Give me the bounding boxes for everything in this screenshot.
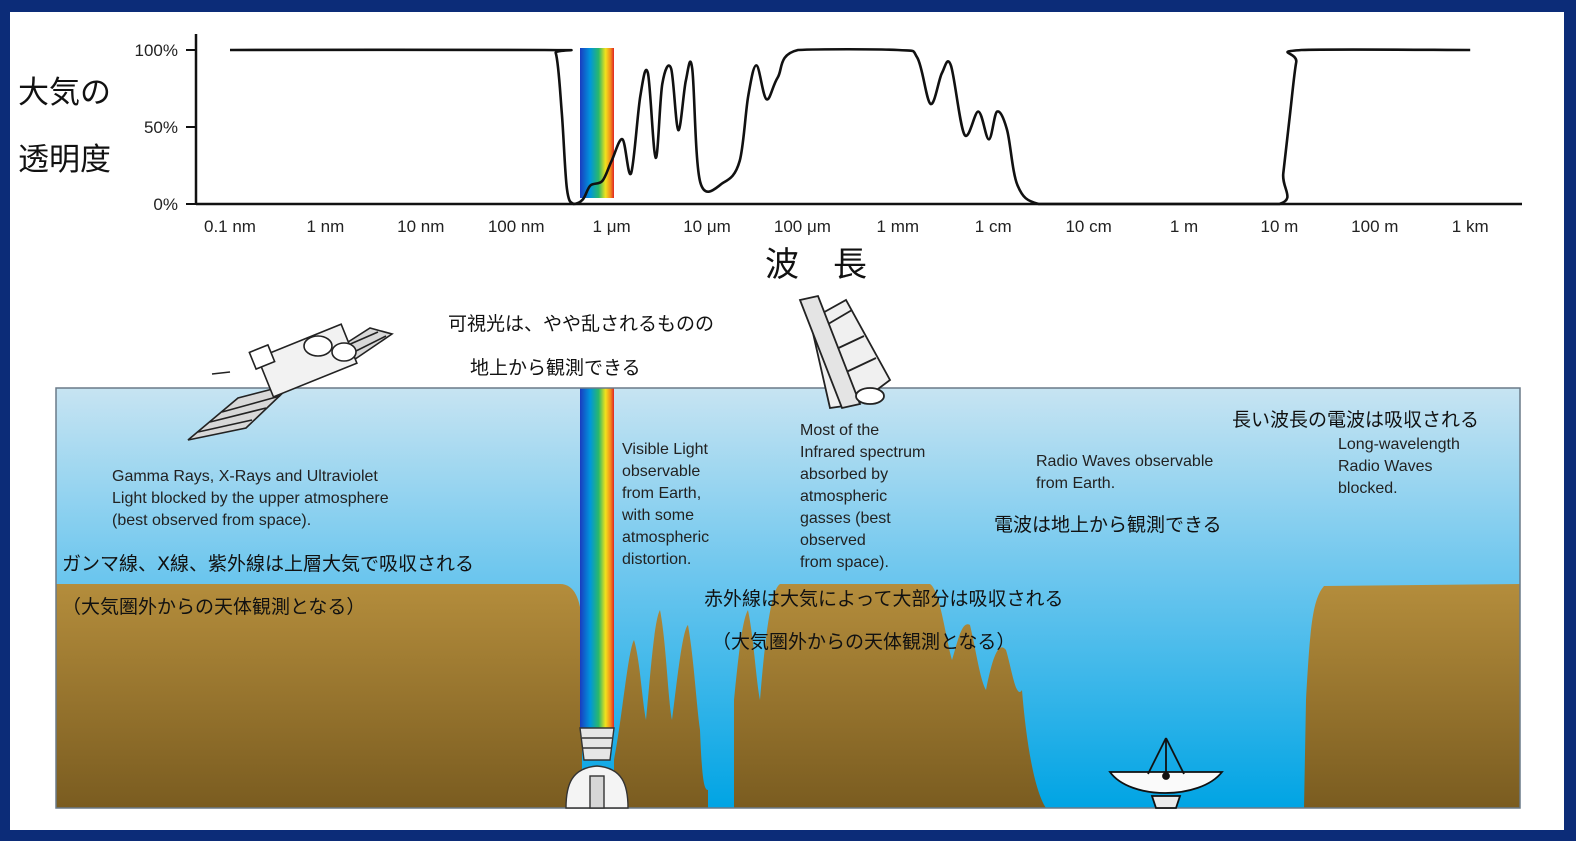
y-axis-label-line1: 大気の [18, 75, 111, 111]
infrared-en-line-1: Most of the [800, 422, 879, 439]
gamma-caption-en: Gamma Rays, X-Rays and Ultraviolet Light… [112, 468, 393, 529]
radio-en-line-2: from Earth. [1036, 475, 1115, 492]
x-tick-label: 1 mm [877, 217, 920, 236]
x-tick-label: 10 m [1261, 217, 1299, 236]
infrared-en-line-7: from space). [800, 554, 889, 571]
long-wave-caption-jp: 長い波長の電波は吸収される [1232, 409, 1479, 431]
visible-en-line-5: atmospheric [622, 529, 709, 546]
radio-dish-icon [1108, 737, 1224, 809]
infrared-caption-en: Most of the Infrared spectrum absorbed b… [800, 422, 930, 571]
diagram-panel: 0.1 nm 1 nm 10 nm 100 nm 1 μm 10 μm 100 μm 1 mm… [10, 12, 1564, 830]
visible-en-line-1: Visible Light [622, 441, 709, 458]
x-tick-label: 10 cm [1065, 217, 1111, 236]
long-en-line-3: blocked. [1338, 480, 1398, 497]
x-tick-label: 1 m [1170, 217, 1198, 236]
gamma-en-line-1: Gamma Rays, X-Rays and Ultraviolet [112, 468, 378, 485]
x-tick-label: 100 μm [774, 217, 831, 236]
x-tick-label: 1 nm [307, 217, 345, 236]
visible-caption-jp-1: 可視光は、やや乱されるものの [448, 313, 714, 335]
visible-en-line-2: observable [622, 463, 700, 480]
infrared-en-line-4: atmospheric [800, 488, 887, 505]
infrared-caption-jp-1: 赤外線は大気によって大部分は吸収される [704, 588, 1063, 610]
y-axis-label-line2: 透明度 [18, 142, 111, 178]
infrared-en-line-6: observed [800, 532, 866, 549]
infrared-en-line-2: Infrared spectrum [800, 444, 925, 461]
x-tick-label: 10 nm [397, 217, 444, 236]
x-tick-label: 1 μm [593, 217, 631, 236]
visible-en-line-6: distortion. [622, 551, 691, 568]
x-axis-label: 波 長 [765, 245, 867, 285]
gamma-en-line-2: Light blocked by the upper atmosphere [112, 490, 389, 507]
x-tick-label: 10 μm [683, 217, 731, 236]
visible-en-line-4: with some [621, 507, 694, 524]
y-tick-label: 100% [135, 41, 178, 60]
infrared-caption-jp-2: （大気圏外からの天体観測となる） [712, 631, 1015, 653]
ground [56, 584, 1520, 808]
visible-en-line-3: from Earth, [622, 485, 701, 502]
visible-caption-jp-2: 地上から観測できる [470, 357, 641, 379]
long-en-line-2: Radio Waves [1338, 458, 1433, 475]
optical-telescope-icon [565, 727, 629, 809]
y-tick-label: 0% [153, 195, 178, 214]
diagram-canvas: 0.1 nm 1 nm 10 nm 100 nm 1 μm 10 μm 100 μm 1 mm… [18, 34, 1522, 809]
x-tick-label: 1 km [1452, 217, 1489, 236]
transparency-curve [229, 47, 1471, 206]
visible-band [580, 48, 614, 198]
gamma-caption-jp-1: ガンマ線、X線、紫外線は上層大気で吸収される [62, 553, 474, 575]
x-tick-label: 100 m [1351, 217, 1398, 236]
x-tick-label: 100 nm [488, 217, 545, 236]
atmosphere-illustration [56, 388, 1520, 808]
satellite-icon [187, 323, 394, 441]
visible-light-beam [580, 388, 614, 728]
gamma-en-line-3: (best observed from space). [112, 512, 311, 529]
infrared-telescope-icon [798, 294, 892, 410]
radio-caption-jp: 電波は地上から観測できる [994, 514, 1222, 536]
transparency-chart: 0.1 nm 1 nm 10 nm 100 nm 1 μm 10 μm 100 μm 1 mm… [18, 34, 1522, 285]
y-tick-label: 50% [144, 118, 178, 137]
radio-en-line-1: Radio Waves observable [1036, 453, 1213, 470]
long-en-line-1: Long-wavelength [1338, 436, 1460, 453]
x-tick-label: 1 cm [975, 217, 1012, 236]
long-wave-caption-en: Long-wavelength Radio Waves blocked. [1338, 436, 1464, 497]
visible-caption-en: Visible Light observable from Earth, wit… [621, 441, 714, 568]
x-tick-label: 0.1 nm [204, 217, 256, 236]
gamma-caption-jp-2: （大気圏外からの天体観測となる） [62, 596, 365, 618]
radio-caption-en: Radio Waves observable from Earth. [1036, 453, 1218, 492]
infrared-en-line-5: gasses (best [800, 510, 891, 527]
infrared-en-line-3: absorbed by [800, 466, 888, 483]
